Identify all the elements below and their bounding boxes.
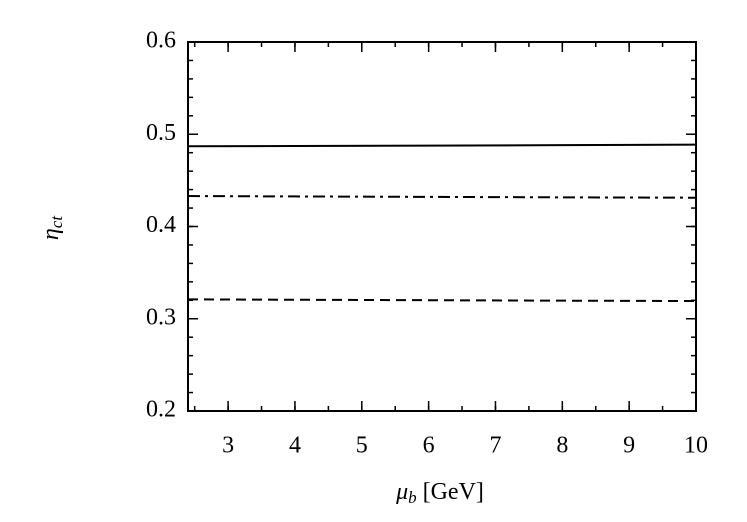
- y-label-symbol: η: [38, 228, 64, 240]
- x-tick-label: 10: [684, 433, 708, 459]
- x-label-unit: [GeV]: [417, 479, 484, 505]
- x-label-symbol: μ: [395, 479, 408, 505]
- x-tick-label: 5: [356, 433, 368, 459]
- x-tick-label: 3: [222, 433, 234, 459]
- y-tick-label: 0.5: [146, 120, 176, 146]
- series-line: [187, 143, 697, 148]
- y-tick-label: 0.2: [146, 397, 176, 423]
- y-tick-label: 0.6: [146, 28, 176, 54]
- x-tick-label: 7: [489, 433, 501, 459]
- plot-frame: [187, 41, 697, 412]
- y-tick-label: 0.3: [146, 304, 176, 330]
- x-axis-label: μb [GeV]: [395, 479, 484, 507]
- x-tick-label: 9: [623, 433, 635, 459]
- y-tick-label: 0.4: [146, 212, 176, 238]
- series-line: [187, 195, 697, 199]
- y-axis-label: ηct: [38, 215, 66, 240]
- x-tick-label: 8: [556, 433, 568, 459]
- x-label-subscript: b: [408, 488, 417, 507]
- y-label-subscript: ct: [47, 215, 66, 229]
- series-line: [187, 298, 697, 303]
- x-tick-label: 4: [289, 433, 301, 459]
- x-tick-label: 6: [423, 433, 435, 459]
